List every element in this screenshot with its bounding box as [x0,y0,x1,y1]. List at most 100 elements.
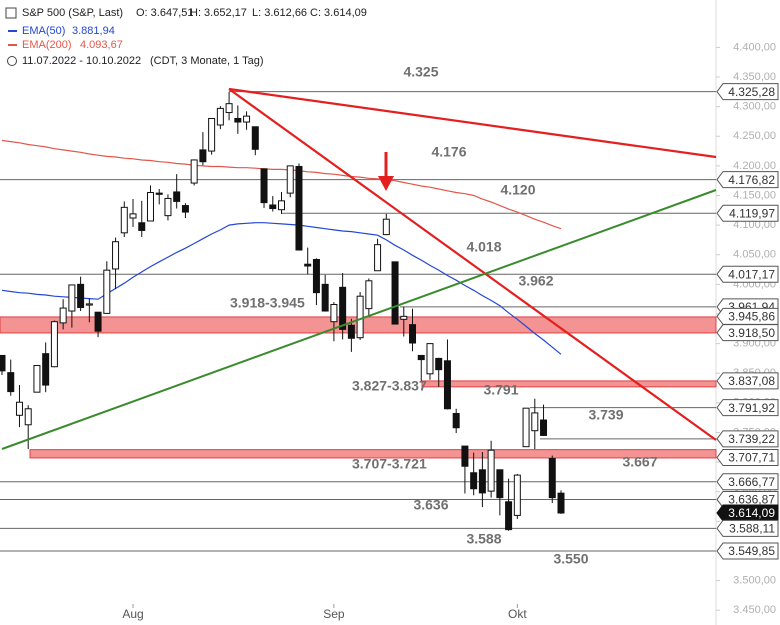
candle-body [146,192,154,222]
candle-body [487,449,495,492]
candle-body [24,408,32,426]
candle-body [409,324,417,344]
level-annotation: 3.962 [518,273,553,289]
price-tag-label: 4.119,97 [729,206,775,220]
price-tag-label: 3.549,85 [728,544,775,558]
candle-body [190,159,198,184]
candle-body [382,218,390,236]
candle-body [225,103,233,114]
candle-body [452,413,460,429]
price-tag [716,430,779,448]
price-tag-label: 3.837,08 [728,374,775,388]
price-tag-label: 3.739,22 [728,432,775,446]
candle-body [513,474,521,516]
candle-body [103,269,111,314]
price-tag [716,324,779,342]
y-tick-label: 4.350,00 [733,71,776,83]
price-tag-label: 3.666,77 [728,475,775,489]
candle-body [155,192,163,195]
legend-value: 3.881,94 [72,25,115,37]
y-tick-label: 4.300,00 [733,101,776,113]
candle-body [443,360,451,410]
candle-body [164,197,172,217]
candle-body [347,324,355,339]
ohlc-value: H: 3.652,17 [190,7,247,19]
price-tag-label: 4.017,17 [728,267,775,281]
candle-body [339,286,347,330]
x-tick-label: Aug [122,607,143,621]
price-tag-label: 3.945,86 [728,310,775,324]
drawings [1,87,717,450]
y-tick-label: 4.100,00 [733,219,776,231]
ema-line [1,139,562,230]
price-tag [716,204,779,222]
level-annotation: 3.739 [588,407,623,423]
legend-value: 4.093,67 [80,39,123,51]
zone-label: 3.827-3.837 [352,378,427,394]
price-tag-label: 3.588,11 [729,522,775,536]
candle-body [234,117,242,123]
ohlc-value: O: 3.647,51 [136,7,194,19]
level-annotation: 4.018 [466,239,501,255]
candle-body [94,311,102,332]
candle-body [85,303,93,306]
candle-body [330,304,338,323]
ema-line [1,222,562,355]
x-tick-label: Okt [508,607,527,621]
zone-label: 3.707-3.721 [352,455,427,471]
candle-body [417,354,425,361]
level-annotation: 3.588 [466,531,501,547]
candle-body [112,241,120,270]
y-tick-label: 4.400,00 [733,41,776,53]
price-tag-label: 3.791,92 [728,401,775,415]
ohlc-value: C: 3.614,09 [310,7,367,19]
legend-label: EMA(50) [22,25,65,37]
candle-body [557,492,565,514]
candle-body [295,165,303,251]
candle-body [374,244,382,272]
candle-body [278,200,285,211]
candle-body [321,283,329,312]
candle-body [181,205,189,213]
price-tag-label: 3.636,87 [728,493,775,507]
y-tick-label: 4.200,00 [733,160,776,172]
candle-body [531,412,539,432]
candle-body [522,407,530,448]
candle-body [7,372,15,393]
level-annotation: 4.325 [403,64,438,80]
candle-body [461,445,469,467]
price-tag [716,265,779,283]
level-annotation: 3.636 [413,497,448,513]
zone-label: 3.918-3.945 [230,295,305,311]
legend-label: EMA(200) [22,39,72,51]
candle-body [199,149,207,163]
range-note: (CDT, 3 Monate, 1 Tag) [150,55,264,67]
price-tag-label: 3.707,71 [728,451,775,465]
candle-body [391,261,399,325]
y-tick-label: 4.050,00 [733,249,776,261]
candle-body [478,469,486,494]
candle-body [251,126,259,150]
support-zone [29,449,717,459]
candle-body [50,321,58,368]
candle-body [260,168,268,204]
candle-body [0,354,6,372]
price-tag [716,542,779,560]
candle-body [540,419,548,436]
candle-body [426,343,434,375]
candle-body [42,353,50,386]
candle-body [120,206,128,234]
price-tag [716,372,779,390]
date-range: 11.07.2022 - 10.10.2022 [22,55,141,67]
price-tag [716,519,779,537]
price-tag [716,473,779,491]
price-tag [716,171,779,189]
price-tag-label: 3.614,09 [728,506,775,520]
candle-body [356,295,364,339]
candle-body [365,280,373,310]
price-tag-label: 4.176,82 [728,173,775,187]
level-annotation: 3.667 [622,454,657,470]
candle-body [68,284,76,312]
candle-body [286,165,294,194]
